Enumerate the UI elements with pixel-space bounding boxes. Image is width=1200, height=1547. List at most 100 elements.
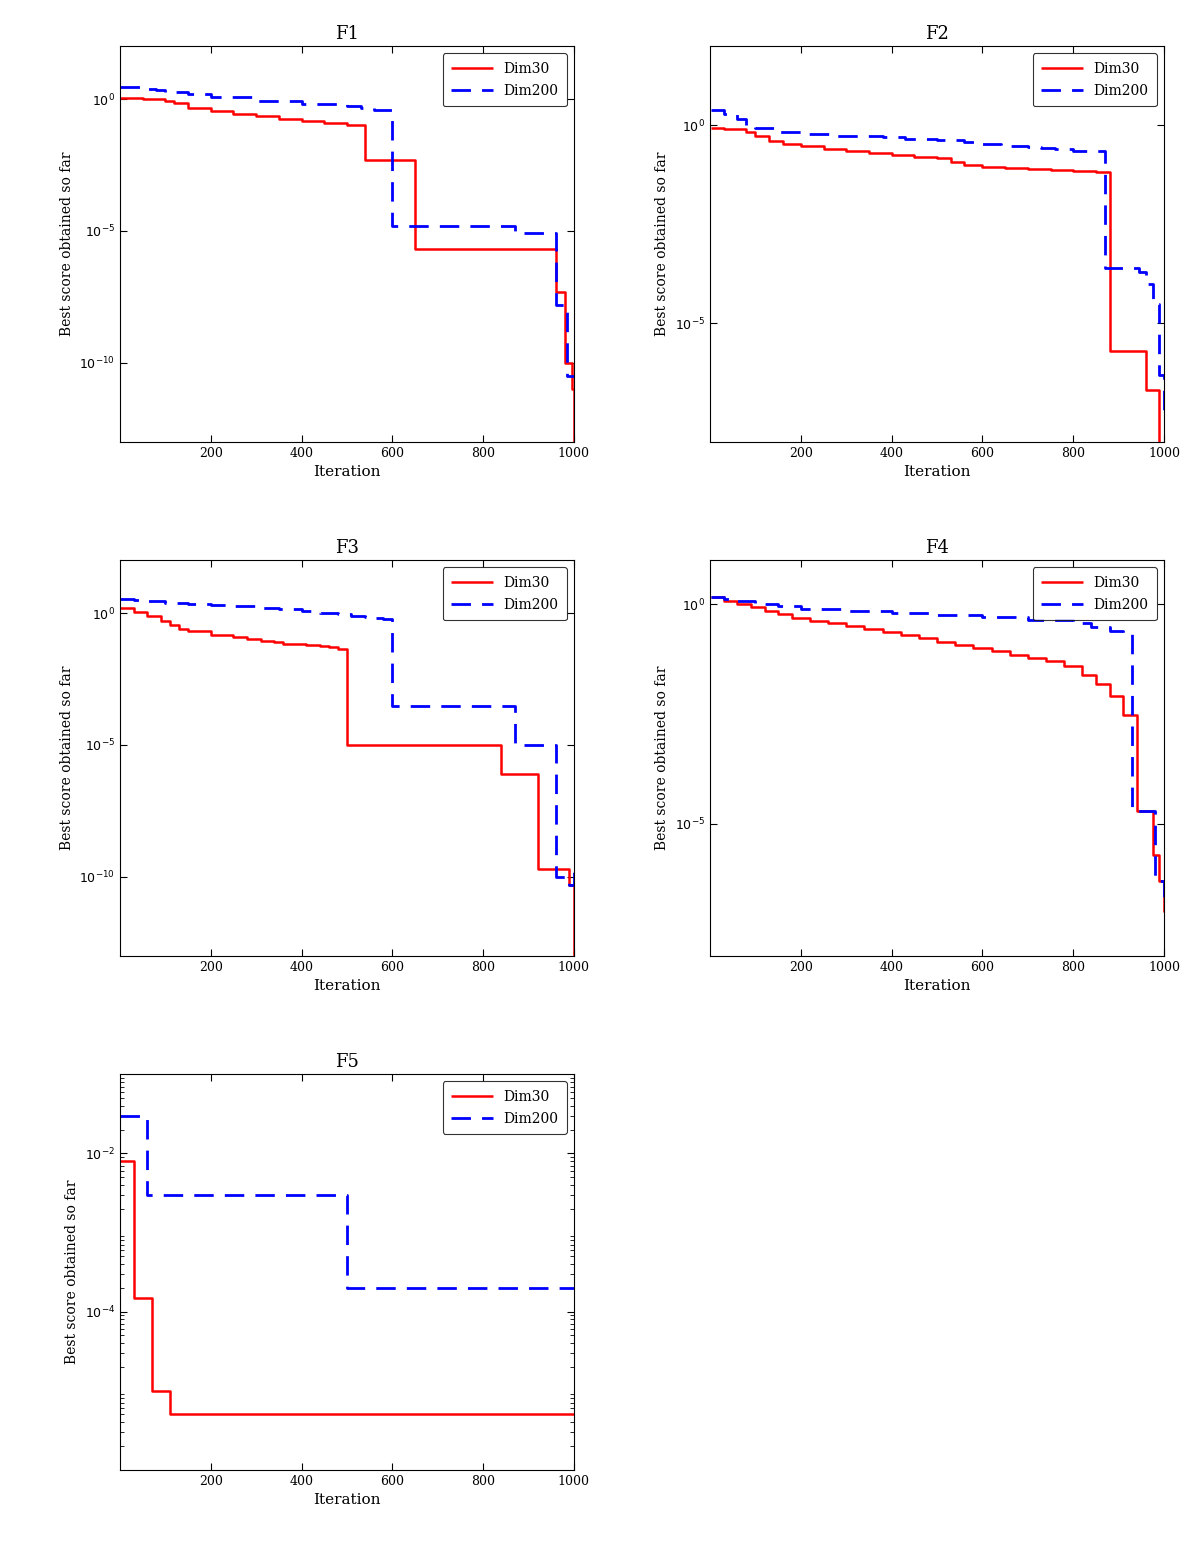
Dim30	[839, 617, 853, 636]
Dim200	[294, 1185, 308, 1204]
Dim200	[521, 224, 535, 243]
Dim30	[1103, 342, 1117, 360]
Dim30	[204, 625, 218, 644]
Dim200	[454, 217, 468, 235]
Dim200	[340, 1278, 354, 1296]
Dim30	[757, 602, 772, 620]
Dim200	[716, 589, 731, 608]
Dim30	[268, 633, 282, 651]
Dim200	[508, 224, 522, 243]
Dim30	[958, 156, 972, 175]
Dim200	[560, 367, 575, 385]
Dim30	[1039, 653, 1054, 671]
Dim200	[930, 605, 944, 623]
Dim30	[548, 282, 563, 300]
Dim200	[793, 124, 808, 142]
Dim30	[1088, 162, 1103, 181]
Dim200	[508, 735, 522, 753]
Dim30	[1126, 342, 1140, 360]
Dim30	[181, 622, 196, 640]
Dim30	[154, 611, 168, 630]
Dim30	[253, 631, 268, 650]
Dim200	[566, 367, 581, 385]
Dim200	[1021, 138, 1036, 156]
Dim30	[248, 107, 263, 125]
Dim30	[816, 139, 830, 158]
Dim200	[535, 735, 550, 753]
Dim200	[994, 136, 1008, 155]
Dim200	[556, 295, 570, 314]
Dim30	[839, 142, 853, 161]
Dim30	[1152, 444, 1166, 463]
Dim200	[454, 696, 468, 715]
Dim30	[118, 1153, 132, 1171]
Dim30	[785, 608, 799, 627]
Dim30	[1057, 656, 1072, 674]
Dim30	[126, 1289, 140, 1307]
Dim200	[1111, 258, 1126, 277]
Line: Dim200: Dim200	[710, 110, 1164, 415]
Dim200	[1080, 142, 1094, 161]
Dim200	[1066, 142, 1080, 161]
X-axis label: Iteration: Iteration	[313, 466, 380, 480]
Dim200	[431, 217, 445, 235]
Dim200	[976, 608, 990, 627]
Dim30	[508, 240, 522, 258]
Dim200	[770, 597, 785, 616]
Dim200	[271, 600, 286, 619]
Dim30	[349, 116, 364, 135]
Dim30	[476, 735, 491, 753]
Dim30	[317, 114, 331, 133]
Dim30	[227, 628, 241, 647]
Dim30	[521, 240, 535, 258]
Dim30	[163, 616, 178, 634]
Dim30	[349, 735, 364, 753]
Dim30	[1075, 665, 1090, 684]
Dim30	[930, 633, 944, 651]
Title: F3: F3	[335, 540, 359, 557]
Dim200	[126, 591, 140, 610]
Dim200	[408, 696, 422, 715]
Dim30	[998, 158, 1013, 176]
Dim200	[958, 133, 972, 152]
Dim30	[558, 353, 572, 371]
Dim30	[548, 860, 563, 879]
Dim30	[113, 1153, 127, 1171]
Dim30	[167, 94, 181, 113]
Dim200	[703, 101, 718, 119]
Dim30	[540, 240, 554, 258]
Dim30	[564, 379, 578, 398]
Dim200	[898, 130, 912, 149]
Dim30	[512, 764, 527, 783]
Dim30	[566, 1405, 581, 1423]
Legend: Dim30, Dim200: Dim30, Dim200	[1033, 568, 1157, 620]
Dim200	[181, 85, 196, 104]
Dim30	[1043, 161, 1057, 179]
Dim200	[227, 597, 241, 616]
Dim200	[1048, 139, 1062, 158]
Title: F5: F5	[335, 1054, 359, 1072]
Dim30	[172, 1405, 186, 1423]
Dim30	[943, 153, 958, 172]
Dim30	[367, 150, 382, 169]
Dim30	[730, 596, 744, 614]
Dim200	[367, 1278, 382, 1296]
Dim200	[770, 122, 785, 141]
Dim200	[1134, 801, 1148, 820]
Dim30	[1088, 674, 1103, 693]
Line: Dim30: Dim30	[710, 597, 1164, 911]
Line: Dim30: Dim30	[120, 608, 574, 956]
Dim200	[1157, 405, 1171, 424]
Dim30	[431, 735, 445, 753]
Dim30	[739, 122, 754, 141]
Dim200	[340, 96, 354, 114]
Dim200	[149, 80, 163, 99]
Dim30	[948, 636, 962, 654]
Dim200	[476, 217, 491, 235]
Dim200	[312, 603, 326, 622]
Legend: Dim30, Dim200: Dim30, Dim200	[443, 53, 566, 107]
Dim200	[540, 224, 554, 243]
X-axis label: Iteration: Iteration	[313, 1493, 380, 1507]
Dim30	[294, 111, 308, 130]
Dim30	[454, 735, 468, 753]
